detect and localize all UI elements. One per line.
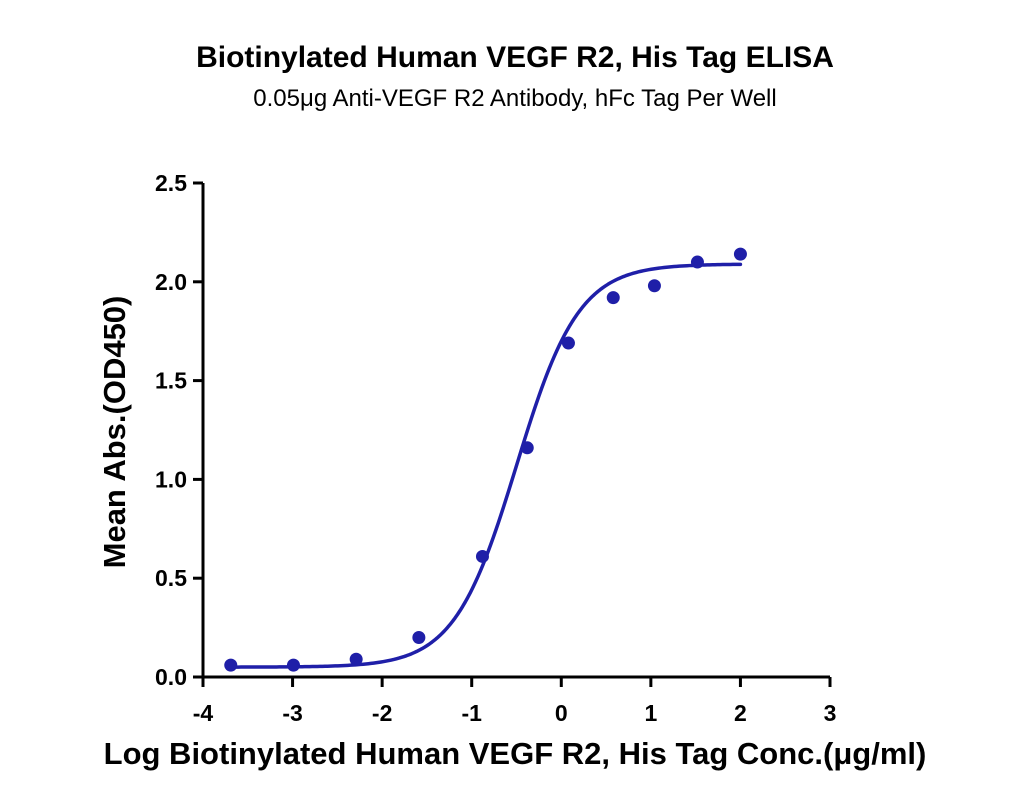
data-point — [475, 549, 489, 563]
data-point — [690, 255, 704, 269]
data-point — [520, 441, 534, 455]
y-tick-label: 0.5 — [155, 565, 187, 591]
x-tick-label: 0 — [555, 700, 568, 726]
x-tick-label: -4 — [193, 700, 214, 726]
data-point — [412, 630, 426, 644]
x-tick-label: -3 — [282, 700, 302, 726]
x-tick-label: 3 — [824, 700, 837, 726]
data-point — [349, 652, 363, 666]
data-point — [606, 291, 620, 305]
data-point — [733, 247, 747, 261]
y-tick-label: 2.5 — [155, 170, 187, 196]
fit-curve — [229, 262, 743, 669]
data-point — [224, 658, 238, 672]
chart-title: Biotinylated Human VEGF R2, His Tag ELIS… — [196, 41, 834, 74]
y-axis-label: Mean Abs.(OD450) — [97, 296, 132, 569]
x-axis-label: Log Biotinylated Human VEGF R2, His Tag … — [104, 736, 927, 771]
x-tick-label: -1 — [461, 700, 482, 726]
y-tick-label: 1.5 — [155, 368, 187, 394]
x-tick-label: 2 — [734, 700, 747, 726]
y-tick-label: 0.0 — [155, 664, 187, 690]
x-tick-label: -2 — [372, 700, 392, 726]
data-point — [286, 658, 300, 672]
y-tick-label: 1.0 — [155, 466, 187, 492]
data-point — [561, 336, 575, 350]
chart-subtitle: 0.05μg Anti-VEGF R2 Antibody, hFc Tag Pe… — [253, 85, 776, 112]
data-point — [647, 279, 661, 293]
x-tick-label: 1 — [644, 700, 657, 726]
y-tick-label: 2.0 — [155, 269, 187, 295]
plot-area: 0.0 0.5 1.0 1.5 2.0 2.5 -4 -3 -2 -1 0 1 2 3 — [155, 170, 836, 726]
